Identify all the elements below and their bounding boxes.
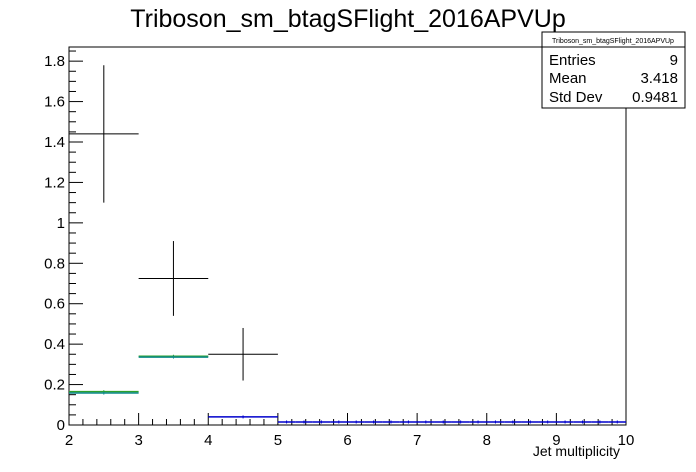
stats-box-frame <box>541 31 686 109</box>
y-tick-label: 0.6 <box>44 296 65 313</box>
y-tick-label: 1.4 <box>44 134 65 151</box>
stats-box: Triboson_sm_btagSFlight_2016APVUp Entrie… <box>541 31 686 109</box>
stats-box-title: Triboson_sm_btagSFlight_2016APVUp <box>552 38 674 45</box>
series-layer <box>69 65 626 424</box>
y-tick-label: 1.2 <box>44 174 65 191</box>
y-tick-label: 0.8 <box>44 255 65 272</box>
x-tick-label: 9 <box>552 432 560 449</box>
x-tick-label: 3 <box>134 432 142 449</box>
y-axis: 0 0.2 0.4 0.6 0.8 1 1.2 1.4 1.6 1.8 <box>44 50 83 434</box>
chart-title: Triboson_sm_btagSFlight_2016APVUp <box>130 5 565 33</box>
x-tick-label: 8 <box>483 432 491 449</box>
y-tick-label: 0.4 <box>44 336 65 353</box>
stats-mean-value: 3.418 <box>640 70 678 87</box>
y-tick-label: 0 <box>57 417 65 434</box>
y-tick-label: 0.2 <box>44 377 65 394</box>
x-axis: 2 3 4 5 6 7 8 9 10 <box>65 413 635 449</box>
stats-mean-label: Mean <box>549 70 587 87</box>
x-tick-label: 6 <box>343 432 351 449</box>
y-tick-label: 1.8 <box>44 53 65 70</box>
y-tick-label: 1 <box>57 215 65 232</box>
x-tick-label: 10 <box>618 432 635 449</box>
x-axis-label: Jet multiplicity <box>533 443 620 459</box>
x-tick-label: 2 <box>65 432 73 449</box>
x-tick-label: 7 <box>413 432 421 449</box>
stats-stddev-value: 0.9481 <box>632 89 678 106</box>
stats-stddev-label: Std Dev <box>549 89 603 106</box>
x-tick-label: 5 <box>274 432 282 449</box>
stats-entries-value: 9 <box>670 52 678 69</box>
stats-entries-label: Entries <box>549 52 596 69</box>
x-tick-label: 4 <box>204 432 212 449</box>
y-tick-label: 1.6 <box>44 94 65 111</box>
